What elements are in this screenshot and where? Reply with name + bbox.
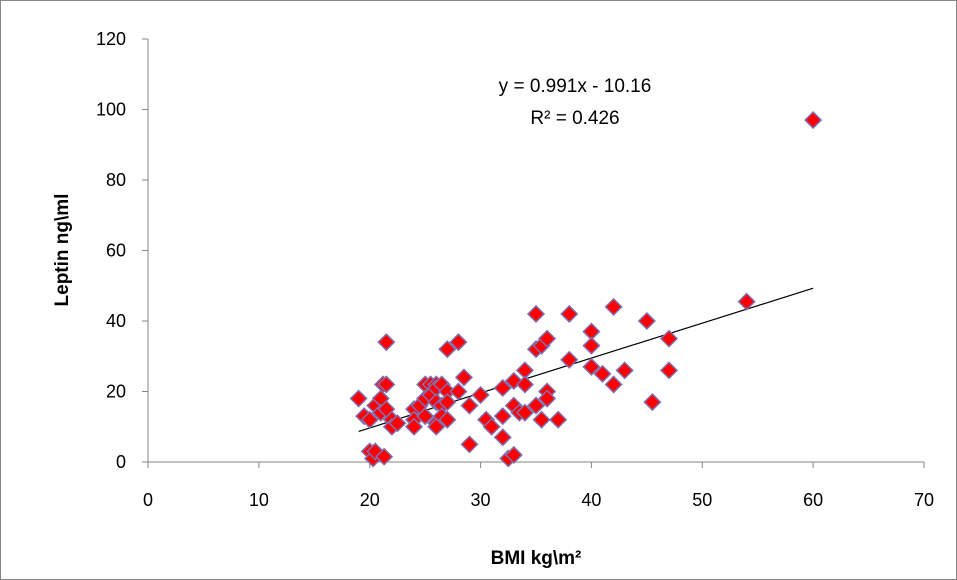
data-point <box>538 389 557 408</box>
x-tick-label: 0 <box>143 490 153 510</box>
data-point <box>482 417 501 436</box>
data-point <box>526 396 546 415</box>
y-tick-label: 0 <box>116 452 126 472</box>
data-point <box>615 361 634 380</box>
data-point <box>515 375 534 394</box>
data-point <box>449 333 468 352</box>
r-squared-label: R² = 0.426 <box>530 108 619 129</box>
data-point <box>471 385 490 405</box>
data-point <box>360 410 379 429</box>
x-tick-label: 60 <box>803 490 823 510</box>
data-point <box>604 375 623 394</box>
data-point <box>377 375 396 394</box>
data-point <box>438 410 457 429</box>
data-point <box>532 410 551 429</box>
data-point <box>388 414 407 433</box>
data-point <box>526 304 546 324</box>
data-point <box>404 417 424 436</box>
data-point <box>582 336 601 355</box>
x-tick-label: 40 <box>581 490 601 510</box>
data-point <box>560 304 579 324</box>
x-tick-label: 70 <box>914 490 934 510</box>
data-point <box>643 393 662 412</box>
data-point <box>438 340 457 359</box>
data-point <box>454 368 474 387</box>
data-point <box>460 396 479 415</box>
x-axis-title: BMI kg\m² <box>491 548 582 569</box>
y-axis-title: Leptin ng\ml <box>52 194 73 307</box>
y-tick-label: 100 <box>96 100 126 120</box>
data-point <box>438 393 457 412</box>
x-axis-ticks: 0 10 20 30 40 50 60 70 <box>143 462 934 510</box>
y-tick-label: 20 <box>106 382 126 402</box>
data-point <box>493 378 512 398</box>
data-point <box>449 382 468 401</box>
y-tick-label: 40 <box>106 311 126 331</box>
data-point <box>637 311 656 331</box>
y-axis-ticks: 0 20 40 60 80 100 120 <box>96 29 148 472</box>
data-point <box>549 410 568 429</box>
data-point <box>804 111 823 130</box>
data-point <box>460 435 479 454</box>
data-point <box>659 361 679 380</box>
data-point <box>504 445 523 465</box>
data-point <box>538 329 557 348</box>
data-point <box>560 350 579 369</box>
data-point <box>493 428 512 447</box>
data-point <box>604 297 623 316</box>
y-tick-label: 120 <box>96 29 126 49</box>
y-tick-label: 60 <box>106 241 126 261</box>
y-tick-label: 80 <box>106 170 126 190</box>
data-point <box>737 292 756 311</box>
data-point <box>377 333 396 352</box>
data-point <box>493 407 512 426</box>
x-tick-label: 50 <box>692 490 712 510</box>
data-point <box>593 364 612 383</box>
trendline-equation: y = 0.991x - 10.16 <box>499 76 652 97</box>
data-point <box>375 447 394 466</box>
data-point <box>515 403 534 422</box>
data-point <box>416 407 435 426</box>
x-tick-label: 30 <box>471 490 491 510</box>
x-tick-label: 20 <box>360 490 380 510</box>
x-tick-label: 10 <box>249 490 269 510</box>
data-point <box>659 329 679 348</box>
data-point <box>582 357 601 376</box>
data-point <box>349 389 368 408</box>
data-points <box>349 111 823 468</box>
